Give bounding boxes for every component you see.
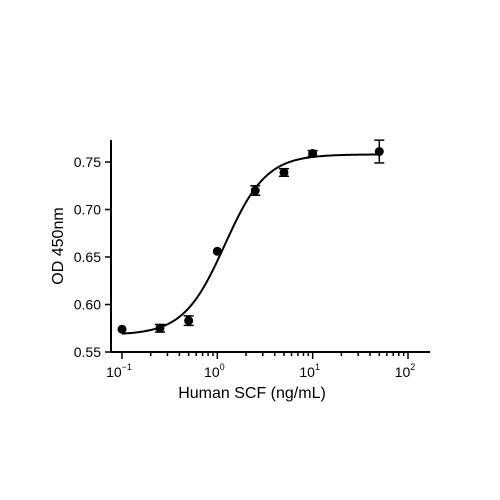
fit-curve-layer	[121, 153, 380, 335]
x-tick-exponent: 0	[220, 362, 225, 372]
data-point	[374, 147, 384, 157]
x-tick-label: 102	[395, 362, 416, 380]
x-tick-base: 10	[204, 364, 220, 380]
data-point	[279, 167, 289, 177]
x-tick-exponent: −1	[122, 362, 132, 372]
y-tick-label: 0.60	[74, 297, 101, 313]
x-tick-base: 10	[395, 364, 411, 380]
data-point	[250, 186, 260, 195]
data-point	[212, 246, 222, 256]
data-points-layer	[117, 139, 385, 334]
x-tick-base: 10	[299, 364, 315, 380]
y-tick-label: 0.65	[74, 249, 101, 265]
x-axis-title: Human SCF (ng/mL)	[178, 385, 326, 402]
x-tick-label: 101	[299, 362, 320, 380]
y-tick-label: 0.70	[74, 202, 101, 218]
data-point	[308, 148, 318, 158]
data-point	[155, 323, 165, 333]
data-point	[117, 324, 127, 334]
y-axis-title: OD 450nm	[50, 207, 67, 284]
fit-curve-line	[121, 153, 380, 335]
x-tick-label: 10−1	[106, 362, 132, 380]
x-tick-base: 10	[106, 364, 122, 380]
data-point	[184, 316, 194, 326]
y-tick-label: 0.55	[74, 344, 101, 360]
x-tick-label: 100	[204, 362, 225, 380]
y-tick-label: 0.75	[74, 154, 101, 170]
x-tick-exponent: 2	[410, 362, 415, 372]
x-tick-exponent: 1	[315, 362, 320, 372]
